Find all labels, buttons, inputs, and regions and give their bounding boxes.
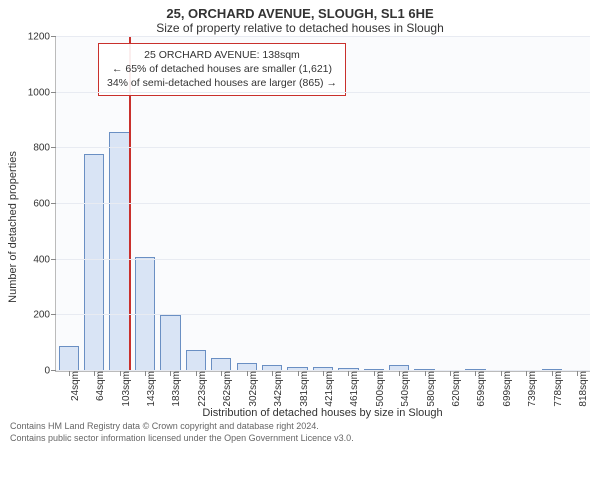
y-tick-label: 800 — [33, 143, 56, 154]
grid-line — [56, 147, 590, 148]
y-tick-mark — [51, 203, 56, 204]
y-tick-mark — [51, 147, 56, 148]
bar-slot: 540sqm — [386, 37, 411, 371]
x-tick-label: 183sqm — [165, 371, 182, 407]
chart-area: Number of detached properties 24sqm64sqm… — [55, 37, 590, 417]
plot-area: 24sqm64sqm103sqm143sqm183sqm223sqm262sqm… — [55, 37, 590, 372]
x-tick-label: 739sqm — [521, 371, 538, 407]
x-tick-label: 64sqm — [89, 371, 106, 401]
x-tick-label: 103sqm — [115, 371, 132, 407]
y-tick-label: 600 — [33, 199, 56, 210]
x-tick-label: 620sqm — [445, 371, 462, 407]
bar-slot: 778sqm — [539, 37, 564, 371]
y-tick-label: 0 — [44, 366, 56, 377]
y-tick-label: 1200 — [28, 32, 56, 43]
x-tick-label: 143sqm — [140, 371, 157, 407]
chart-container: 25, ORCHARD AVENUE, SLOUGH, SL1 6HE Size… — [0, 0, 600, 500]
x-tick-label: 778sqm — [547, 371, 564, 407]
bar-slot: 739sqm — [514, 37, 539, 371]
y-tick-mark — [51, 36, 56, 37]
y-tick-mark — [51, 259, 56, 260]
bar-slot: 580sqm — [412, 37, 437, 371]
y-tick-mark — [51, 314, 56, 315]
annotation-line-3: 34% of semi-detached houses are larger (… — [107, 76, 337, 90]
x-tick-label: 24sqm — [64, 371, 81, 401]
x-tick-label: 223sqm — [191, 371, 208, 407]
x-tick-label: 580sqm — [420, 371, 437, 407]
grid-line — [56, 92, 590, 93]
bar — [84, 154, 104, 371]
footer-line-2: Contains public sector information licen… — [10, 433, 590, 445]
x-tick-label: 659sqm — [470, 371, 487, 407]
y-tick-label: 200 — [33, 310, 56, 321]
page-subtitle: Size of property relative to detached ho… — [0, 21, 600, 37]
bar — [59, 346, 79, 371]
footer-line-1: Contains HM Land Registry data © Crown c… — [10, 421, 590, 433]
bar — [186, 350, 206, 371]
bar-slot: 699sqm — [488, 37, 513, 371]
grid-line — [56, 36, 590, 37]
bar-slot: 620sqm — [437, 37, 462, 371]
x-axis-label: Distribution of detached houses by size … — [55, 407, 590, 419]
page-title: 25, ORCHARD AVENUE, SLOUGH, SL1 6HE — [0, 0, 600, 21]
grid-line — [56, 370, 590, 371]
x-tick-label: 421sqm — [318, 371, 335, 407]
bar — [109, 132, 129, 371]
annotation-line-1: 25 ORCHARD AVENUE: 138sqm — [107, 48, 337, 62]
y-axis-label: Number of detached properties — [7, 151, 19, 303]
y-tick-label: 1000 — [28, 87, 56, 98]
x-tick-label: 262sqm — [216, 371, 233, 407]
y-tick-mark — [51, 92, 56, 93]
x-tick-label: 818sqm — [572, 371, 589, 407]
bar-slot: 818sqm — [564, 37, 589, 371]
annotation-line-2: ← 65% of detached houses are smaller (1,… — [107, 62, 337, 76]
x-tick-label: 302sqm — [242, 371, 259, 407]
grid-line — [56, 259, 590, 260]
bar-slot: 24sqm — [56, 37, 81, 371]
x-tick-label: 500sqm — [369, 371, 386, 407]
bar-slot: 500sqm — [361, 37, 386, 371]
footer: Contains HM Land Registry data © Crown c… — [0, 417, 600, 444]
bar — [160, 315, 180, 371]
x-tick-label: 381sqm — [293, 371, 310, 407]
x-tick-label: 461sqm — [343, 371, 360, 407]
x-tick-label: 342sqm — [267, 371, 284, 407]
annotation-box: 25 ORCHARD AVENUE: 138sqm ← 65% of detac… — [98, 43, 346, 96]
grid-line — [56, 314, 590, 315]
x-tick-label: 699sqm — [496, 371, 513, 407]
bar-slot: 659sqm — [463, 37, 488, 371]
y-tick-label: 400 — [33, 254, 56, 265]
grid-line — [56, 203, 590, 204]
x-tick-label: 540sqm — [394, 371, 411, 407]
y-tick-mark — [51, 370, 56, 371]
